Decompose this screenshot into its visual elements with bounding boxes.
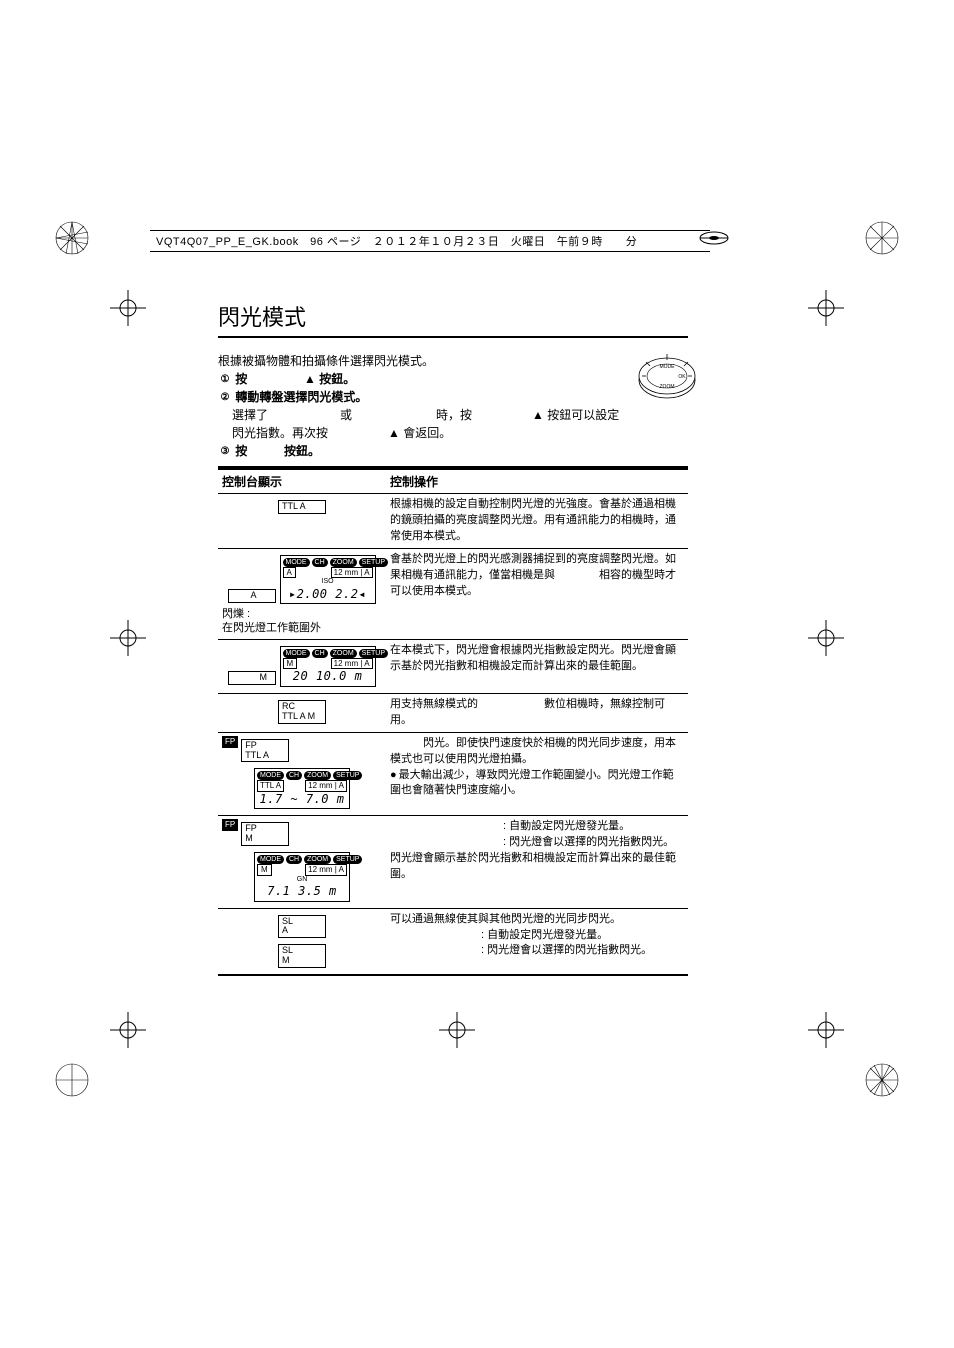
step-number-3: ③: [218, 445, 232, 459]
crosshair-icon: [806, 618, 846, 658]
lcd-panel-icon: MODECHZOOMSETUP M12 mm | A 20 10.0 m: [280, 646, 376, 687]
lcd-icon: M: [228, 671, 276, 685]
crosshair-icon: [437, 1010, 477, 1050]
step3-post: 按鈕。: [284, 444, 320, 458]
svg-text:ZOOM: ZOOM: [660, 384, 675, 390]
lcd-caption: 閃爍 : 在閃光燈工作範圍外: [222, 607, 382, 636]
lcd-icon: SL A: [278, 915, 326, 939]
table-row: A MODECHZOOMSETUP A12 mm | A ISO ▸2.00 2…: [218, 548, 688, 639]
book-header-text: VQT4Q07_PP_E_GK.book 96 ページ ２０１２年１０月２３日 …: [150, 231, 710, 252]
step3-pre: 按: [235, 444, 247, 458]
table-row: SL A SL M 可以通過無線使其與其他閃光燈的光同步閃光。 : 自動設定閃光…: [218, 908, 688, 975]
crop-mark-sunburst-br: [862, 1060, 902, 1100]
mode-description: : 自動設定閃光燈發光量。 : 閃光燈會以選擇的閃光指數閃光。 閃光燈會顯示基於…: [386, 816, 688, 908]
lcd-icon: TTL A: [278, 500, 326, 514]
step1-pre: 按: [235, 372, 247, 386]
crosshair-icon: [108, 288, 148, 328]
table-header-operation: 控制操作: [386, 469, 688, 494]
lcd-panel-icon: MODECHZOOMSETUP TTL A12 mm | A 1.7 ~ 7.0…: [254, 768, 350, 809]
lcd-panel-icon: MODECHZOOMSETUP M12 mm | A GN 7.1 3.5 m: [254, 852, 350, 901]
crop-mark-sunburst-tl: [52, 218, 92, 258]
crop-mark-sunburst-bl: [52, 1060, 92, 1100]
intro-block: MODE OK ZOOM 根據被攝物體和拍攝條件選擇閃光模式。 ① 按 ▲ 按鈕…: [218, 352, 688, 460]
step-number-1: ①: [218, 373, 232, 387]
table-row: TTL A 根據相機的設定自動控制閃光燈的光強度。會基於通過相機的鏡頭拍攝的亮度…: [218, 494, 688, 549]
step1-post: ▲ 按鈕。: [304, 372, 355, 386]
crosshair-icon: [108, 1010, 148, 1050]
table-header-display: 控制台顯示: [218, 469, 386, 494]
lcd-panel-icon: MODECHZOOMSETUP A12 mm | A ISO ▸2.00 2.2…: [280, 555, 376, 604]
step-number-2: ②: [218, 391, 232, 405]
table-row: RC TTL A M 用支持無線模式的 數位相機時，無線控制可用。: [218, 693, 688, 732]
svg-text:MODE: MODE: [660, 364, 676, 370]
mode-description: 可以通過無線使其與其他閃光燈的光同步閃光。 : 自動設定閃光燈發光量。 : 閃光…: [386, 908, 688, 975]
lcd-icon: FP M: [241, 822, 289, 846]
step2: 轉動轉盤選擇閃光模式。: [235, 390, 367, 404]
fp-badge: FP: [222, 819, 238, 831]
table-row: FP FP TTL A MODECHZOOMSETUP TTL A12 mm |…: [218, 732, 688, 816]
modes-table: 控制台顯示 控制操作 TTL A 根據相機的設定自動控制閃光燈的光強度。會基於通…: [218, 468, 688, 976]
sub1: 選擇了 或 時，按 ▲ 按鈕可以設定: [232, 406, 688, 424]
page-content: 閃光模式 MODE OK ZOOM 根據被攝物體和拍攝條件選擇閃光模式。 ① 按: [218, 300, 688, 976]
mode-dial-icon: MODE OK ZOOM: [636, 352, 698, 402]
lcd-icon: SL M: [278, 944, 326, 968]
crosshair-icon: [806, 288, 846, 328]
mode-description: 閃光。即使快門速度快於相機的閃光同步速度，用本模式也可以使用閃光燈拍攝。 最大輸…: [386, 732, 688, 816]
crop-mark-sunburst-tr: [862, 218, 902, 258]
mode-description: 在本模式下，閃光燈會根據閃光指數設定閃光。閃光燈會顯示基於閃光指數和相機設定而計…: [386, 639, 688, 693]
mode-description: 用支持無線模式的 數位相機時，無線控制可用。: [386, 693, 688, 732]
lcd-icon: A: [228, 589, 276, 603]
page-title: 閃光模式: [218, 300, 688, 338]
crosshair-icon: [108, 618, 148, 658]
table-row: FP FP M MODECHZOOMSETUP M12 mm | A GN 7.…: [218, 816, 688, 908]
crosshair-icon: [806, 1010, 846, 1050]
mode-description: 根據相機的設定自動控制閃光燈的光強度。會基於通過相機的鏡頭拍攝的亮度調整閃光燈。…: [386, 494, 688, 549]
sub2: 閃光指數。再次按 ▲ 會返回。: [232, 424, 688, 442]
intro-line1: 根據被攝物體和拍攝條件選擇閃光模式。: [218, 352, 688, 370]
table-row: M MODECHZOOMSETUP M12 mm | A 20 10.0 m 在…: [218, 639, 688, 693]
lcd-icon: FP TTL A: [241, 739, 289, 763]
lcd-icon: RC TTL A M: [278, 700, 326, 724]
fp-badge: FP: [222, 736, 238, 748]
page-header-frame: VQT4Q07_PP_E_GK.book 96 ページ ２０１２年１０月２３日 …: [150, 230, 710, 252]
svg-text:OK: OK: [678, 374, 686, 380]
mode-description: 會基於閃光燈上的閃光感測器捕捉到的亮度調整閃光燈。如果相機有通訊能力，僅當相機是…: [386, 548, 688, 639]
